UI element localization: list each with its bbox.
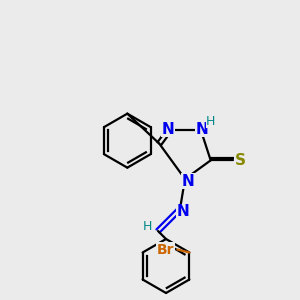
Text: Br: Br [157, 242, 174, 256]
Text: H: H [142, 220, 152, 232]
Text: N: N [177, 205, 189, 220]
Text: H: H [206, 115, 216, 128]
Text: N: N [162, 122, 175, 137]
Text: N: N [196, 122, 208, 137]
Text: N: N [182, 173, 194, 188]
Text: S: S [235, 153, 246, 168]
